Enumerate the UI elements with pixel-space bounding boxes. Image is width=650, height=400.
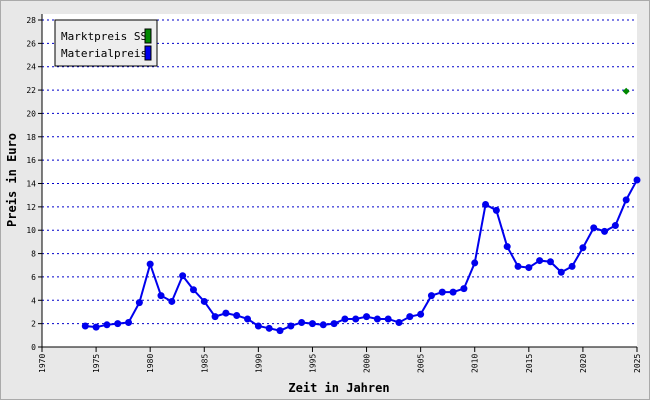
marker	[427, 292, 435, 300]
marker	[406, 313, 414, 321]
marker	[265, 324, 273, 332]
marker	[276, 327, 284, 335]
y-tick-label: 0	[31, 343, 36, 352]
marker	[557, 268, 565, 276]
marker	[492, 206, 500, 214]
marker	[222, 309, 230, 317]
plot-area	[42, 14, 637, 347]
marker	[622, 196, 630, 204]
marker	[590, 224, 598, 232]
marker	[633, 176, 641, 184]
marker	[546, 258, 554, 266]
legend-label: Materialpreis	[61, 47, 147, 60]
marker	[125, 318, 133, 326]
y-tick-label: 18	[26, 133, 36, 142]
x-axis-title: Zeit in Jahren	[288, 381, 389, 395]
marker	[611, 222, 619, 230]
marker	[514, 262, 522, 270]
y-tick-label: 8	[31, 250, 36, 259]
marker	[287, 322, 295, 330]
x-tick-label: 1980	[146, 354, 155, 373]
y-tick-label: 6	[31, 273, 36, 282]
marker	[179, 272, 187, 280]
marker	[92, 323, 100, 331]
marker	[298, 318, 306, 326]
marker	[449, 288, 457, 296]
marker	[568, 262, 576, 270]
marker	[471, 259, 479, 267]
y-tick-label: 20	[26, 109, 36, 118]
marker	[395, 318, 403, 326]
y-tick-label: 14	[26, 180, 36, 189]
marker	[373, 315, 381, 323]
marker	[211, 313, 219, 321]
x-tick-label: 2025	[633, 354, 642, 373]
x-tick-label: 1985	[200, 354, 209, 373]
marker	[103, 321, 111, 329]
x-tick-label: 1970	[38, 354, 47, 373]
series-line	[85, 179, 638, 332]
marker	[417, 310, 425, 318]
marker	[168, 297, 176, 305]
legend-swatch	[144, 28, 152, 44]
y-tick-label: 2	[31, 320, 36, 329]
marker	[81, 322, 89, 330]
marker	[601, 227, 609, 235]
x-tick-label: 2015	[525, 354, 534, 373]
marker	[482, 201, 490, 209]
x-tick-label: 1975	[92, 354, 101, 373]
legend-swatch	[144, 45, 152, 61]
y-tick-label: 10	[26, 226, 36, 235]
marker	[525, 264, 533, 272]
marker	[146, 260, 154, 268]
marker	[438, 288, 446, 296]
marker	[622, 87, 630, 95]
marker	[536, 257, 544, 265]
marker	[189, 286, 197, 294]
marker	[341, 315, 349, 323]
y-tick-label: 24	[26, 63, 36, 72]
y-tick-label: 22	[26, 86, 36, 95]
marker	[308, 320, 316, 328]
marker	[352, 315, 360, 323]
y-tick-label: 16	[26, 156, 36, 165]
legend-box	[54, 19, 158, 67]
marker	[244, 315, 252, 323]
y-tick-label: 12	[26, 203, 36, 212]
x-tick-label: 2010	[471, 354, 480, 373]
x-tick-label: 2005	[417, 354, 426, 373]
marker	[233, 311, 241, 319]
marker	[330, 320, 338, 328]
y-tick-label: 4	[31, 296, 36, 305]
marker	[254, 322, 262, 330]
marker	[200, 297, 208, 305]
marker	[114, 320, 122, 328]
marker	[363, 313, 371, 321]
y-tick-label: 28	[26, 16, 36, 25]
legend-label: Marktpreis SS	[61, 30, 147, 43]
x-tick-label: 2000	[363, 354, 372, 373]
x-tick-label: 1995	[308, 354, 317, 373]
y-axis-title: Preis in Euro	[5, 133, 19, 227]
x-tick-label: 2020	[579, 354, 588, 373]
x-tick-label: 1990	[254, 354, 263, 373]
marker	[503, 243, 511, 251]
marker	[460, 285, 468, 293]
marker	[157, 292, 165, 300]
y-tick-label: 26	[26, 39, 36, 48]
marker	[135, 299, 143, 307]
marker	[319, 321, 327, 329]
marker	[579, 244, 587, 252]
marker	[384, 315, 392, 323]
